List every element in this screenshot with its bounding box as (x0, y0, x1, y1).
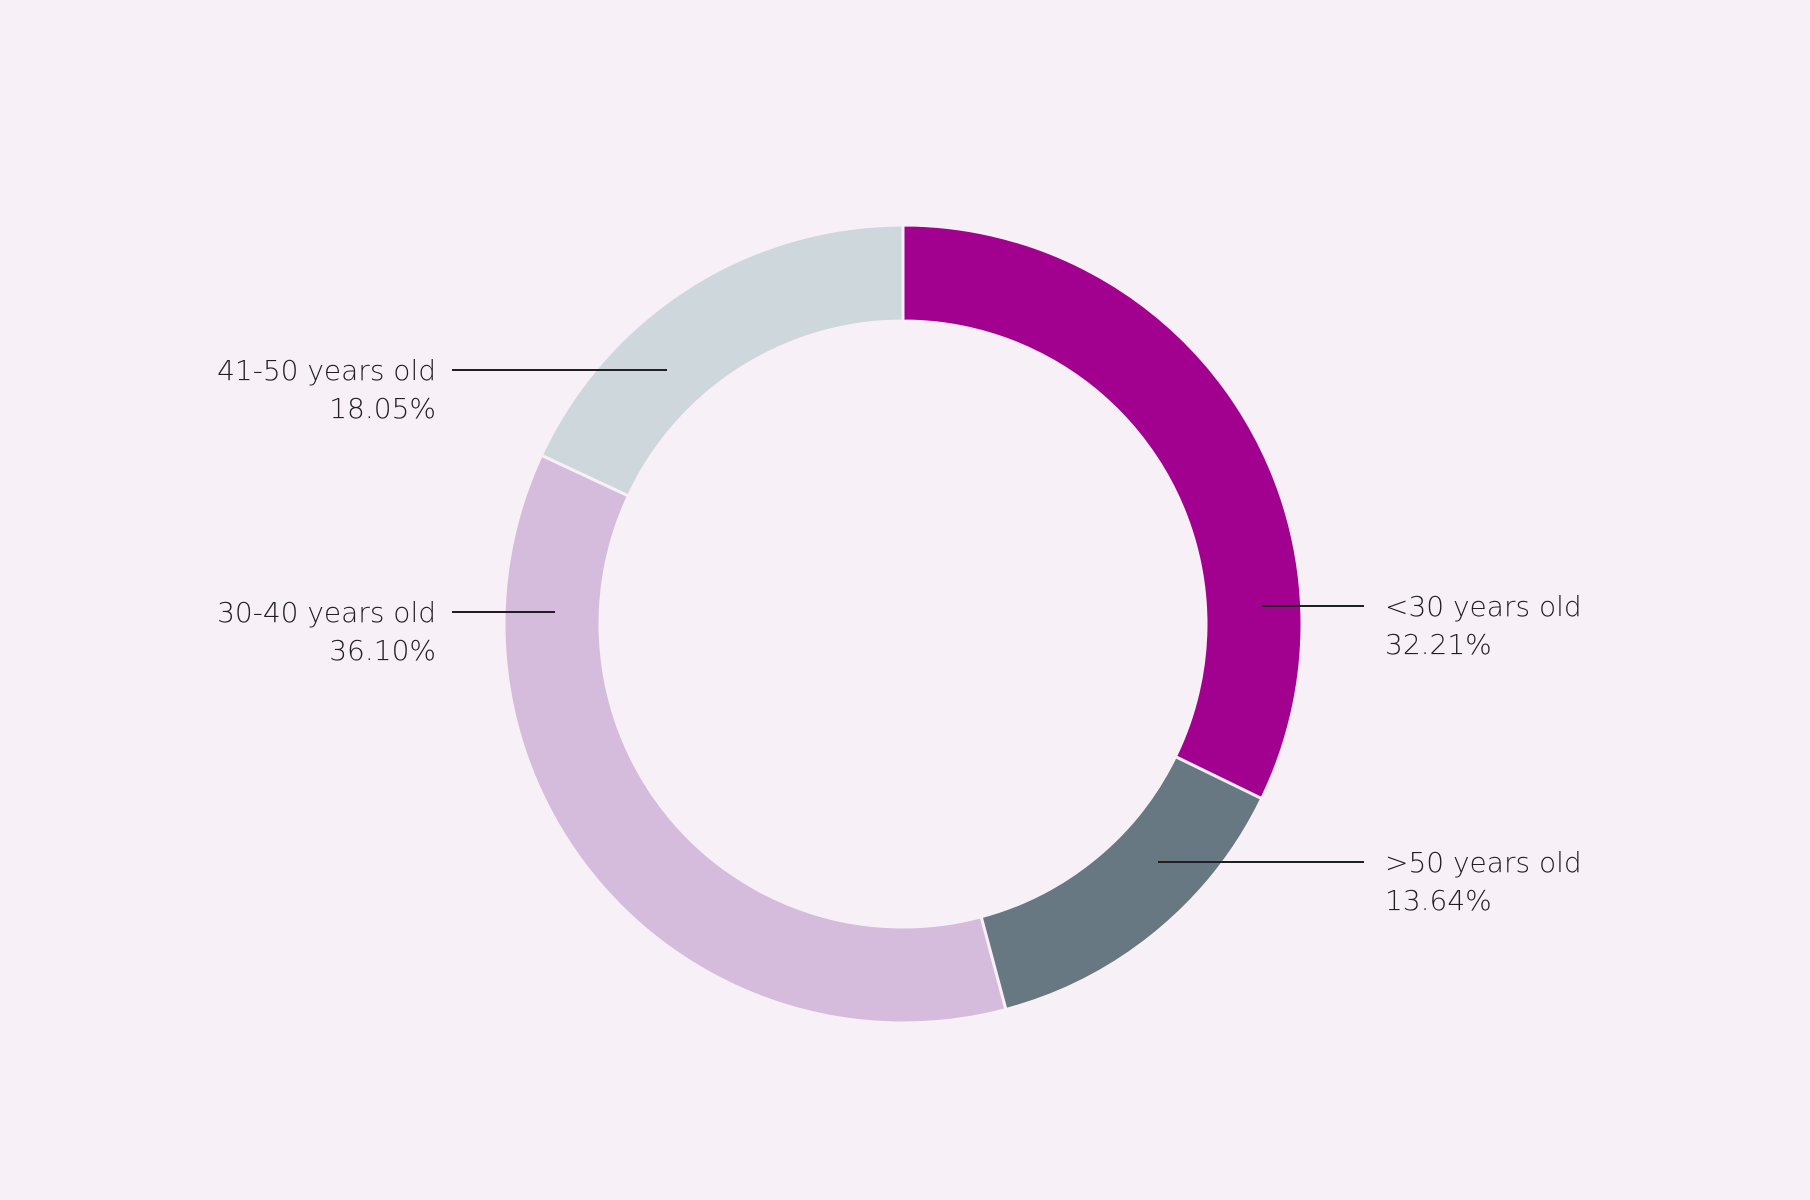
value-label-30-40-years-old: 36.10% (329, 634, 436, 667)
value-label-30-years-old: 32.21% (1385, 628, 1492, 661)
slice-30-years-old (901, 223, 1304, 801)
slice-labels: <30 years old 32.21% >50 years old 13.64% 30… (217, 354, 1582, 917)
value-label-50-years-old: 13.64% (1385, 884, 1492, 917)
category-label-30-years-old: <30 years old (1385, 590, 1582, 623)
slice-41-50-years-old (539, 223, 905, 498)
value-label-41-50-years-old: 18.05% (329, 392, 436, 425)
category-label-50-years-old: >50 years old (1385, 846, 1582, 879)
category-label-30-40-years-old: 30-40 years old (217, 596, 436, 629)
donut-slices (502, 223, 1304, 1025)
slice-30-40-years-old (502, 453, 1008, 1025)
category-label-41-50-years-old: 41-50 years old (217, 354, 436, 387)
